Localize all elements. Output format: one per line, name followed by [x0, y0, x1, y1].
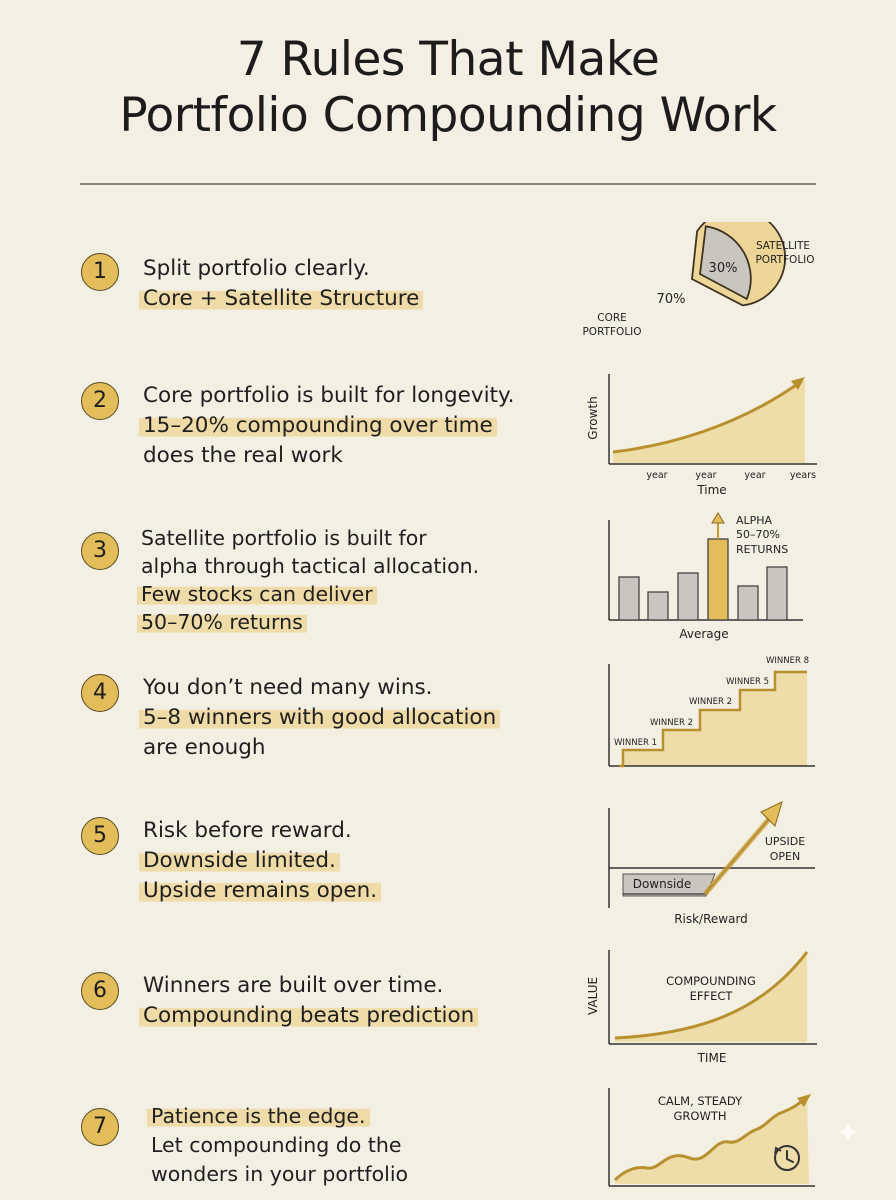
- title-divider: [80, 183, 816, 185]
- rule-number-badge: 2: [81, 382, 119, 420]
- compounding-curve-chart: VALUE COMPOUNDING EFFECT TIME: [586, 950, 817, 1065]
- upside-label: OPEN: [770, 850, 800, 863]
- core-value: 70%: [657, 292, 686, 307]
- alpha-bar-chart: ALPHA 50–70% RETURNS Average: [608, 512, 803, 641]
- rule-line: wonders in your portfolio: [151, 1162, 409, 1186]
- rule-line-highlighted: Core + Satellite Structure: [139, 286, 424, 311]
- rule-line: You don’t need many wins.: [143, 675, 433, 700]
- rule-number-badge: 3: [81, 532, 119, 570]
- steady-growth-chart: CALM, STEADY GROWTH: [608, 1088, 815, 1187]
- downside-label: Downside: [633, 877, 692, 891]
- rule-line-highlighted: Patience is the edge.: [147, 1104, 370, 1128]
- title-line-2: Portfolio Compounding Work: [119, 88, 777, 143]
- bar: [766, 566, 788, 621]
- step-label: WINNER 1: [614, 738, 657, 748]
- step-label: WINNER 8: [766, 656, 809, 666]
- rule-line: Let compounding do the: [151, 1133, 402, 1157]
- rule-line-highlighted: 5–8 winners with good allocation: [139, 705, 501, 730]
- steady-growth-line: [613, 1098, 805, 1182]
- growth-annotation: GROWTH: [674, 1109, 727, 1123]
- satellite-label-2: PORTFOLIO: [755, 254, 814, 266]
- growth-annotation: CALM, STEADY: [658, 1094, 743, 1108]
- rule-line: Core portfolio is built for longevity.: [143, 383, 515, 408]
- bar: [677, 572, 699, 621]
- rule-number-badge: 5: [81, 817, 119, 855]
- core-label-2: PORTFOLIO: [582, 326, 641, 338]
- pie-slice-satellite: [699, 225, 752, 301]
- core-satellite-pie-chart: 30% 70% SATELLITE PORTFOLIO CORE PORTFOL…: [582, 222, 815, 338]
- title-line-1: 7 Rules That Make: [236, 32, 660, 87]
- satellite-value: 30%: [709, 261, 738, 276]
- alpha-annotation: RETURNS: [736, 543, 788, 556]
- bar: [618, 576, 640, 621]
- x-tick: years: [790, 470, 816, 481]
- compounding-annotation: COMPOUNDING: [666, 974, 756, 988]
- rule-text: Risk before reward. Downside limited. Up…: [139, 816, 382, 906]
- step-line: [619, 670, 807, 768]
- y-axis-label: VALUE: [586, 977, 600, 1015]
- satellite-label-1: SATELLITE: [756, 240, 810, 252]
- rule-line: Satellite portfolio is built for: [141, 526, 427, 550]
- bar: [737, 585, 759, 621]
- rule-line-highlighted: Upside remains open.: [139, 878, 382, 903]
- upside-arrow: [703, 810, 777, 896]
- rule-text: You don’t need many wins. 5–8 winners wi…: [139, 673, 501, 763]
- risk-reward-chart: Downside UPSIDE OPEN Risk/Reward: [608, 801, 815, 926]
- clock-icon: [774, 1145, 800, 1171]
- step-label: WINNER 2: [689, 697, 732, 707]
- x-axis-label: Average: [679, 627, 728, 641]
- rule-number-badge: 6: [81, 972, 119, 1010]
- sparkle-icon: [838, 1122, 858, 1142]
- x-tick: year: [646, 470, 667, 481]
- rule-text: Winners are built over time. Compounding…: [139, 971, 479, 1031]
- x-axis-label: Time: [696, 483, 726, 497]
- x-axis-label: Risk/Reward: [674, 912, 748, 926]
- rule-number-badge: 7: [81, 1108, 119, 1146]
- rule-line-highlighted: Compounding beats prediction: [139, 1003, 479, 1028]
- step-label: WINNER 5: [726, 677, 769, 687]
- rule-line: does the real work: [143, 443, 343, 468]
- rule-line-highlighted: 15–20% compounding over time: [139, 413, 497, 438]
- growth-curve-chart: Growth year year year years Time: [586, 374, 817, 497]
- rule-line-highlighted: Few stocks can deliver: [137, 582, 377, 606]
- compounding-line: [614, 951, 809, 1040]
- rule-text: Core portfolio is built for longevity. 1…: [139, 381, 515, 471]
- winners-step-chart: WINNER 1 WINNER 2 WINNER 2 WINNER 5 WINN…: [608, 656, 815, 768]
- step-label: WINNER 2: [650, 718, 693, 728]
- rule-line: Risk before reward.: [143, 818, 352, 843]
- rule-line-highlighted: Downside limited.: [139, 848, 340, 873]
- alpha-annotation: ALPHA: [736, 514, 773, 527]
- growth-line: [612, 381, 800, 454]
- rule-text: Split portfolio clearly. Core + Satellit…: [139, 254, 424, 314]
- rule-line-highlighted: 50–70% returns: [137, 610, 307, 634]
- y-axis-label: Growth: [586, 396, 600, 439]
- rule-text: Patience is the edge. Let compounding do…: [147, 1102, 409, 1189]
- bar: [647, 591, 669, 621]
- compounding-annotation: EFFECT: [690, 989, 734, 1003]
- rule-line: alpha through tactical allocation.: [141, 554, 480, 578]
- upside-label: UPSIDE: [765, 835, 805, 848]
- rule-line: are enough: [143, 735, 266, 760]
- rule-number-badge: 4: [81, 674, 119, 712]
- x-axis-label: TIME: [697, 1051, 727, 1065]
- rule-number-badge: 1: [81, 253, 119, 291]
- rule-line: Winners are built over time.: [143, 973, 444, 998]
- rule-text: Satellite portfolio is built for alpha t…: [137, 524, 480, 636]
- bar-alpha: [707, 538, 729, 621]
- x-tick: year: [695, 470, 716, 481]
- alpha-annotation: 50–70%: [736, 528, 780, 541]
- x-tick: year: [744, 470, 765, 481]
- core-label-1: CORE: [597, 312, 627, 324]
- page-title: 7 Rules That Make Portfolio Compounding …: [0, 32, 896, 144]
- rule-line: Split portfolio clearly.: [143, 256, 370, 281]
